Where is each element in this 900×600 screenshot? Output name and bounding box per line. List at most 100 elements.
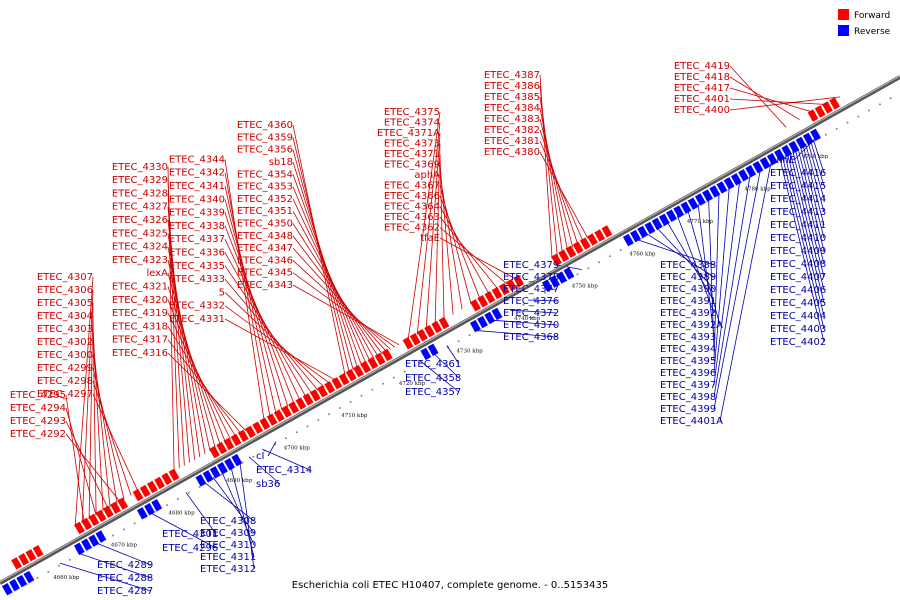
leader-line xyxy=(719,163,772,422)
reverse-gene xyxy=(143,502,156,516)
gene-label: ETEC_4391 xyxy=(660,296,716,307)
forward-gene xyxy=(17,552,30,567)
gene-label: ETEC_4339 xyxy=(169,208,225,219)
reverse-gene xyxy=(629,229,642,243)
gene-label: ETEC_4311 xyxy=(200,552,256,563)
leader-line xyxy=(439,227,508,285)
forward-gene xyxy=(381,348,394,362)
forward-gene xyxy=(505,278,518,292)
leader-line xyxy=(677,215,715,314)
track-dot xyxy=(889,97,892,100)
gene-label: ETEC_4405 xyxy=(770,298,826,309)
gene-label: ETEC_4392A xyxy=(660,320,723,331)
track-dot xyxy=(587,267,590,270)
leader-line xyxy=(713,192,720,362)
leader-line xyxy=(92,328,104,512)
reverse-gene xyxy=(150,498,163,512)
reverse-gene xyxy=(563,266,575,281)
reverse-gene xyxy=(665,209,678,223)
tick-label: 4730 kbp xyxy=(457,348,484,354)
gene-label: ETEC_4364 xyxy=(384,202,440,213)
gene-label: ETEC_4336 xyxy=(169,248,225,259)
reverse-gene xyxy=(419,347,432,361)
gene-label: ETEC_4406 xyxy=(770,285,826,296)
gene-label: ETEC_4353 xyxy=(237,182,293,193)
gene-label: cI xyxy=(256,451,264,462)
track-dot xyxy=(198,485,201,488)
leader-line xyxy=(539,74,553,259)
reverse-gene xyxy=(427,343,439,357)
leader-line xyxy=(292,174,363,367)
gene-label: ETEC_4362 xyxy=(384,223,440,234)
gene-label: ETEC_4408 xyxy=(770,259,826,270)
gene-label: 5 xyxy=(219,287,225,298)
track-dot xyxy=(824,133,827,136)
gene-label: ETEC_4320 xyxy=(112,295,168,306)
leader-line xyxy=(646,233,715,278)
reverse-gene xyxy=(651,217,664,231)
gene-label: ETEC_4328 xyxy=(112,188,168,199)
gene-label: ETEC_4301 xyxy=(162,529,218,540)
forward-gene xyxy=(25,548,37,562)
leader-line xyxy=(224,305,331,384)
forward-gene xyxy=(10,556,23,571)
gene-label: ETEC_4396 xyxy=(660,368,716,379)
gene-label: ETEC_4332 xyxy=(169,301,225,312)
track-dot xyxy=(457,340,460,343)
tick-label: 4740 kbp xyxy=(514,316,541,322)
leader-line xyxy=(729,76,800,121)
gene-label: ETEC_4337 xyxy=(169,234,225,245)
leader-line xyxy=(167,166,175,472)
leader-line xyxy=(789,152,825,291)
forward-gene xyxy=(593,228,606,243)
gene-label: lexA xyxy=(146,268,168,279)
gene-label: ETEC_4390 xyxy=(660,284,716,295)
gene-label: ETEC_4401 xyxy=(674,94,730,105)
leader-line xyxy=(779,158,825,343)
gene-label: ETEC_4419 xyxy=(674,61,730,72)
reverse-gene xyxy=(795,136,808,150)
gene-label: ETEC_4324 xyxy=(112,242,168,253)
gene-label: ETEC_4395 xyxy=(660,356,716,367)
gene-label: ETEC_4409 xyxy=(770,246,826,257)
gene-label: ETEC_4335 xyxy=(169,261,225,272)
gene-label: ETEC_4307 xyxy=(37,272,93,283)
scale-ticks: 4660 kbp 4670 kbp 4680 kbp 4690 kbp 4700 kbp… xyxy=(53,154,828,581)
reverse-gene xyxy=(8,578,21,592)
gene-label: ETEC_4367 xyxy=(384,181,440,192)
leader-line xyxy=(65,407,97,516)
gene-label: ETEC_4361 xyxy=(405,359,461,370)
forward-gene xyxy=(601,224,613,239)
forward-gene xyxy=(309,388,322,403)
leader-line xyxy=(687,209,721,326)
leader-line xyxy=(81,289,94,524)
forward-gene xyxy=(139,484,152,498)
forward-gene xyxy=(95,509,107,523)
track-dot xyxy=(252,455,255,458)
reverse-gene xyxy=(491,307,503,321)
gene-label: ETEC_4352 xyxy=(237,194,293,205)
leader-line xyxy=(248,456,281,485)
gene-label: ETEC_4294 xyxy=(10,403,66,414)
gene-label: ETEC_4323 xyxy=(112,255,168,266)
leader-line xyxy=(539,140,584,242)
gene-label: ETEC_4377 xyxy=(503,284,559,295)
forward-gene xyxy=(160,472,173,486)
gene-label: ETEC_4348 xyxy=(237,231,293,242)
gene-label: ETEC_4317 xyxy=(112,335,168,346)
gene-label: ETEC_4287 xyxy=(97,586,153,597)
leader-line xyxy=(292,137,350,373)
forward-gene xyxy=(416,328,429,342)
gene-label: ETEC_4357 xyxy=(405,387,461,398)
track-dot xyxy=(58,564,61,567)
forward-gene xyxy=(814,104,827,119)
reverse-gene xyxy=(644,221,656,235)
gene-label: ETEC_4374 xyxy=(384,118,440,129)
gene-label: ETEC_4312 xyxy=(200,564,256,575)
leader-line xyxy=(95,542,152,566)
gene-label: ETEC_4373 xyxy=(384,139,440,150)
forward-gene xyxy=(73,521,86,535)
gene-label: ETEC_4300 xyxy=(37,350,93,361)
leader-line xyxy=(239,461,255,570)
